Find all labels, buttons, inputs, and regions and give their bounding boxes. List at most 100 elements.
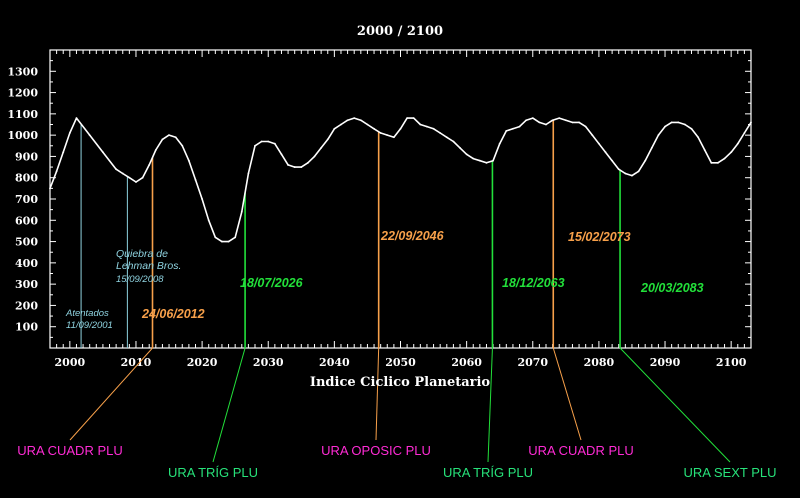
series-point: [161, 138, 164, 141]
series-point: [174, 136, 177, 139]
series-point: [650, 147, 653, 149]
series-point: [631, 174, 633, 177]
series-point: [68, 132, 71, 134]
y-tick-label: 600: [15, 214, 38, 227]
event-label-lehman: Quiebra de Lehman Bros.: [116, 248, 181, 272]
series-point: [472, 157, 475, 160]
series-point: [697, 136, 699, 139]
series-point: [723, 157, 726, 160]
plot-frame: [49, 49, 752, 349]
event-label-lehman-line2: Lehman Bros.: [116, 260, 181, 272]
series-point: [88, 134, 91, 137]
chart-title: 2000 / 2100: [357, 24, 443, 39]
series-point: [254, 144, 256, 147]
y-tick-label: 700: [15, 193, 38, 206]
series-point: [406, 117, 409, 120]
x-tick-label: 2030: [253, 356, 284, 369]
series-point: [386, 134, 389, 137]
series-point: [49, 187, 51, 190]
event-date-18/07/2026: 18/07/2026: [240, 276, 304, 290]
aspect-label: URA TRÍG PLU: [168, 465, 258, 480]
series-point: [525, 119, 528, 122]
series-point: [584, 125, 587, 128]
series-point: [611, 159, 614, 162]
series-point: [320, 147, 323, 149]
series-point: [558, 117, 561, 120]
series-point: [531, 117, 534, 120]
event-date-20/03/2083: 20/03/2083: [640, 281, 704, 295]
x-tick-label: 2080: [584, 356, 615, 369]
x-tick-label: 2060: [451, 356, 482, 369]
series-point: [62, 151, 65, 154]
series-point: [214, 236, 217, 239]
series-point: [518, 125, 521, 128]
series-point: [736, 142, 739, 145]
series-point: [55, 170, 58, 173]
series-point: [373, 127, 375, 130]
series-point: [181, 144, 184, 147]
series-point: [703, 149, 706, 151]
series-point: [730, 151, 733, 154]
series-point: [439, 132, 442, 134]
series-point: [426, 125, 428, 128]
series-point: [102, 151, 104, 154]
series-point: [571, 121, 574, 124]
series-point: [75, 117, 78, 120]
y-tick-label: 500: [15, 236, 38, 249]
series-point: [247, 172, 250, 175]
event-label-lehman-line1: Quiebra de: [116, 248, 168, 260]
series-point: [465, 153, 468, 156]
event-label-attacks: Atentados: [65, 308, 109, 319]
series-point: [115, 168, 118, 171]
x-tick-label: 2000: [55, 356, 86, 369]
aspect-label: URA CUADR PLU: [528, 443, 633, 458]
x-tick-label: 2040: [319, 356, 350, 369]
series-point: [326, 138, 329, 141]
series-point: [280, 153, 283, 156]
y-tick-label: 100: [15, 321, 38, 334]
series-point: [273, 142, 276, 145]
series-point: [399, 127, 402, 130]
event-date-attacks: 11/09/2001: [66, 320, 113, 331]
series-point: [743, 132, 746, 134]
series-point: [340, 123, 342, 126]
series-point: [207, 219, 210, 222]
series-point: [141, 176, 144, 179]
marker-connector: [552, 347, 582, 441]
y-tick-label: 400: [15, 257, 38, 270]
event-date-15/02/2073: 15/02/2073: [568, 230, 631, 244]
series-point: [154, 149, 157, 151]
marker-connector: [619, 347, 731, 463]
series-point: [333, 127, 336, 130]
x-tick-label: 2100: [716, 356, 747, 369]
x-axis-label: Indice Ciclico Planetario: [310, 375, 491, 390]
series-point: [234, 236, 237, 239]
series-point: [187, 159, 190, 162]
series-point: [168, 134, 170, 137]
x-tick-label: 2020: [187, 356, 218, 369]
marker-connector: [212, 347, 246, 463]
series-point: [498, 142, 501, 145]
marker-connector: [375, 347, 380, 441]
event-date-22/09/2046: 22/09/2046: [380, 229, 445, 243]
series-point: [227, 240, 230, 243]
event-date-24/06/2012: 24/06/2012: [141, 307, 205, 321]
series-point: [664, 125, 666, 128]
event-date-18/12/2063: 18/12/2063: [502, 276, 565, 290]
series-point: [293, 166, 296, 168]
series-point: [478, 159, 481, 162]
series-point: [485, 161, 488, 164]
aspect-label: URA TRÍG PLU: [443, 465, 533, 480]
series-point: [683, 123, 686, 126]
series-point: [505, 129, 508, 132]
series-point: [538, 121, 541, 124]
series-point: [194, 178, 197, 181]
series-point: [597, 142, 600, 145]
event-date-lehman: 15/09/2008: [116, 274, 164, 285]
aspect-label: URA OPOSIC PLU: [321, 443, 431, 458]
series-point: [366, 123, 369, 126]
series-group: [49, 117, 752, 243]
event-marker-lines: [69, 120, 731, 463]
